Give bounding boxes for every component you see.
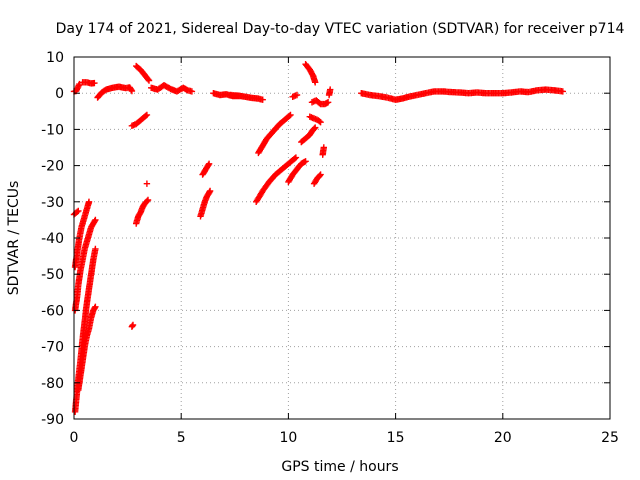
series-arc-a — [70, 207, 82, 218]
data-point — [75, 207, 82, 215]
data-point — [312, 79, 319, 86]
data-point — [327, 86, 334, 93]
series-arc-ad — [358, 86, 566, 103]
series-arc-t — [255, 111, 294, 157]
y-tick-label: -20 — [41, 159, 64, 175]
data-point — [85, 198, 93, 205]
data-point — [316, 118, 323, 125]
data-point — [324, 99, 332, 106]
series-arc-s — [253, 154, 300, 205]
data-point — [205, 161, 212, 169]
series-arc-z — [306, 113, 324, 126]
data-point — [317, 171, 324, 178]
y-tick-label: -10 — [41, 122, 64, 138]
series-arc-r — [227, 91, 266, 103]
data-point — [142, 112, 149, 119]
series-arc-h — [94, 83, 136, 101]
data-point — [145, 76, 152, 83]
y-tick-label: -50 — [41, 267, 64, 283]
y-tick-label: 10 — [46, 50, 64, 66]
data-point — [143, 111, 151, 119]
data-point — [91, 79, 98, 87]
series-arc-b — [71, 198, 93, 271]
series-arc-ab — [319, 144, 327, 158]
x-tick-label: 15 — [387, 430, 405, 446]
x-axis-label: GPS time / hours — [281, 459, 398, 475]
series-arc-p — [199, 160, 213, 178]
data-point — [145, 77, 153, 84]
grid — [74, 57, 610, 419]
series-arc-aa — [308, 97, 332, 108]
data-point — [312, 124, 319, 131]
y-tick-label: -90 — [41, 412, 64, 428]
ticks: 0 5 10 15 20 25 10 0 -10 -20 -30 -40 -50 -60 -70 -80 -90 — [41, 50, 619, 446]
x-tick-label: 0 — [70, 430, 79, 446]
chart-title: Day 174 of 2021, Sidereal Day-to-day VTE… — [56, 21, 625, 37]
data-point — [74, 208, 81, 215]
data-point — [144, 196, 152, 204]
series-arc-j — [133, 62, 153, 84]
series-arc-l — [143, 180, 151, 187]
data-point — [311, 125, 318, 132]
data-point — [143, 180, 151, 187]
data-point — [559, 88, 566, 95]
series-arc-y — [310, 171, 324, 187]
data-point — [92, 303, 99, 310]
data-point — [91, 217, 98, 225]
data-point — [292, 154, 300, 161]
data-point — [316, 172, 323, 179]
x-tick-label: 10 — [279, 430, 297, 446]
series-arc-k — [133, 196, 152, 227]
series-arc-n — [148, 82, 196, 95]
data-point — [92, 245, 99, 253]
data-point — [91, 304, 98, 312]
series-arc-c — [71, 216, 99, 314]
data-point — [129, 321, 137, 329]
data-point — [128, 87, 136, 95]
data-point — [205, 160, 213, 167]
data-point — [75, 82, 82, 89]
x-tick-label: 25 — [601, 430, 619, 446]
series-arc-i — [128, 111, 151, 129]
series-arc-v — [289, 91, 301, 100]
y-axis-label: SDTVAR / TECUs — [6, 181, 22, 296]
data-marks — [70, 61, 566, 415]
y-tick-label: 0 — [55, 86, 64, 102]
data-point — [302, 158, 309, 165]
data-point — [92, 216, 99, 224]
series-arc-g — [79, 79, 98, 87]
data-point — [293, 91, 301, 99]
series-arc-e — [75, 303, 99, 394]
series-arc-w — [298, 124, 319, 146]
data-point — [287, 111, 294, 119]
data-point — [317, 119, 324, 126]
x-tick-label: 20 — [494, 430, 512, 446]
y-tick-label: -70 — [41, 340, 64, 356]
y-tick-label: -60 — [41, 303, 64, 319]
series-arc-m — [128, 321, 137, 330]
data-point — [286, 112, 293, 119]
data-point — [291, 155, 298, 162]
x-tick-label: 5 — [177, 430, 186, 446]
data-point — [259, 96, 266, 103]
y-tick-label: -80 — [41, 376, 64, 392]
series-arc-x — [302, 61, 319, 86]
y-tick-label: -40 — [41, 231, 64, 247]
series-arc-u — [285, 158, 309, 186]
data-point — [144, 197, 151, 205]
data-point — [320, 144, 327, 151]
y-tick-label: -30 — [41, 195, 64, 211]
data-point — [188, 88, 196, 95]
series-arc-o — [197, 187, 214, 220]
series-arc-ac — [325, 86, 334, 99]
data-point — [206, 187, 214, 195]
